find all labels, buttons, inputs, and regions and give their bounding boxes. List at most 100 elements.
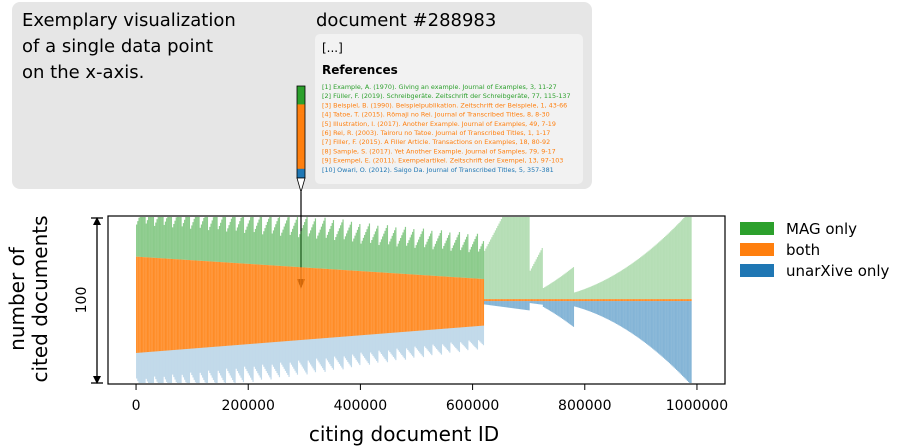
band-mag-only <box>170 217 173 259</box>
band-both <box>680 299 683 302</box>
band-both <box>194 260 197 349</box>
band-unarxive-only <box>332 337 335 370</box>
band-both <box>660 299 662 302</box>
band-both <box>155 257 157 352</box>
band-mag-only <box>274 227 276 266</box>
band-unarxive-only <box>316 338 318 359</box>
band-mag-only <box>527 217 529 300</box>
band-mag-only <box>138 217 140 257</box>
plot-content <box>136 217 692 383</box>
band-unarxive-only <box>636 301 638 337</box>
band-mag-only <box>487 244 489 300</box>
band-both <box>256 264 258 344</box>
band-both <box>444 276 446 329</box>
band-mag-only <box>272 230 275 266</box>
band-both <box>187 259 189 349</box>
band-unarxive-only <box>605 301 607 319</box>
band-both <box>593 299 595 302</box>
band-both <box>421 275 423 331</box>
band-both <box>232 262 234 346</box>
band-unarxive-only <box>238 344 240 374</box>
band-mag-only <box>532 266 534 300</box>
band-mag-only <box>596 283 599 300</box>
stack-segment <box>297 159 305 170</box>
band-mag-only <box>484 250 486 300</box>
document-title: document #288983 <box>316 10 496 31</box>
band-both <box>164 258 167 351</box>
band-both <box>571 299 573 302</box>
band-unarxive-only <box>596 301 599 315</box>
band-mag-only <box>358 226 360 271</box>
band-mag-only <box>517 217 519 300</box>
band-mag-only <box>382 236 384 273</box>
band-both <box>286 266 288 342</box>
band-mag-only <box>470 246 473 279</box>
band-mag-only <box>678 222 680 300</box>
band-both <box>524 299 527 302</box>
band-mag-only <box>367 226 369 272</box>
band-unarxive-only <box>665 301 667 360</box>
band-both <box>428 275 431 330</box>
band-unarxive-only <box>270 342 272 380</box>
band-mag-only <box>409 237 411 275</box>
band-mag-only <box>683 217 685 300</box>
y-axis-label-line-2: cited documents <box>28 215 52 382</box>
band-mag-only <box>196 217 198 261</box>
band-mag-only <box>632 262 635 300</box>
band-both <box>410 274 413 332</box>
band-mag-only <box>552 281 554 300</box>
band-unarxive-only <box>400 332 402 354</box>
band-unarxive-only <box>670 301 672 365</box>
band-both <box>568 299 570 302</box>
band-both <box>274 265 276 343</box>
band-both <box>305 267 307 340</box>
band-both <box>154 257 156 352</box>
band-mag-only <box>679 221 681 300</box>
band-unarxive-only <box>421 330 423 356</box>
band-unarxive-only <box>553 301 555 314</box>
band-mag-only <box>612 275 614 300</box>
band-mag-only <box>538 254 540 300</box>
band-both <box>176 259 179 350</box>
band-mag-only <box>155 222 157 258</box>
band-both <box>163 258 165 351</box>
band-mag-only <box>610 276 612 300</box>
band-unarxive-only <box>595 301 597 314</box>
band-unarxive-only <box>623 301 625 329</box>
band-both <box>199 260 201 348</box>
band-mag-only <box>664 237 666 300</box>
band-unarxive-only <box>170 350 173 383</box>
band-mag-only <box>223 217 225 263</box>
band-mag-only <box>316 238 318 269</box>
band-unarxive-only <box>152 351 155 383</box>
band-mag-only <box>578 290 581 300</box>
band-mag-only <box>278 217 281 266</box>
band-mag-only <box>590 286 593 300</box>
band-mag-only <box>331 223 333 270</box>
band-mag-only <box>340 225 342 270</box>
band-both <box>534 299 536 302</box>
band-unarxive-only <box>631 301 633 334</box>
band-both <box>562 299 564 302</box>
band-both <box>248 263 251 345</box>
band-unarxive-only <box>342 336 344 370</box>
band-both <box>449 276 451 329</box>
band-both <box>347 270 349 337</box>
band-both <box>298 267 300 341</box>
band-unarxive-only <box>281 341 283 365</box>
band-unarxive-only <box>493 301 495 306</box>
band-both <box>144 257 146 353</box>
band-unarxive-only <box>149 351 151 383</box>
band-unarxive-only <box>473 326 475 346</box>
band-unarxive-only <box>497 301 499 307</box>
band-unarxive-only <box>674 301 677 369</box>
band-both <box>368 271 371 335</box>
band-unarxive-only <box>143 352 145 383</box>
band-both <box>610 299 612 302</box>
band-mag-only <box>564 273 566 300</box>
band-mag-only <box>167 217 169 259</box>
band-both <box>188 260 191 349</box>
band-unarxive-only <box>318 338 320 363</box>
band-unarxive-only <box>210 347 212 376</box>
band-unarxive-only <box>379 333 381 353</box>
